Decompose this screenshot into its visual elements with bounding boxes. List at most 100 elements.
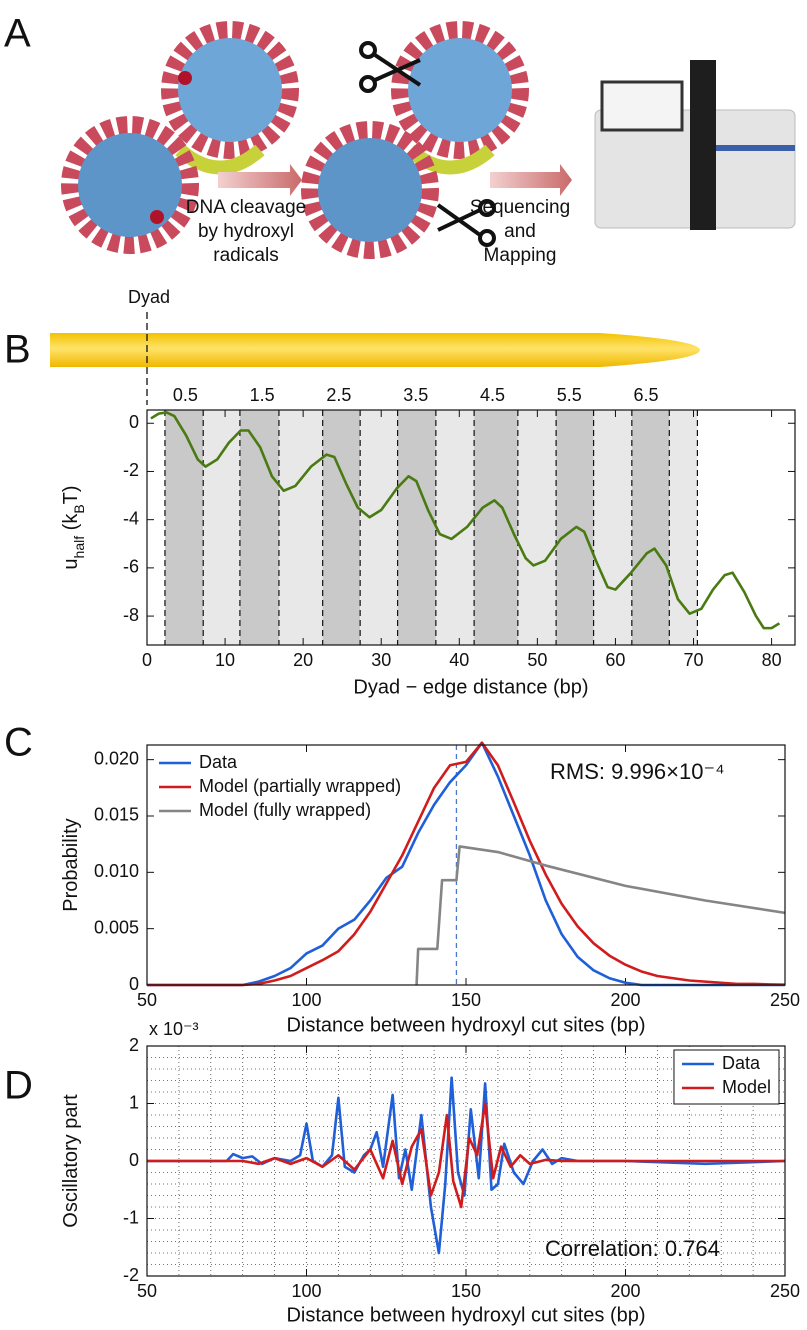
y-axis-label-part: Probability: [60, 818, 82, 911]
x-axis-label: Distance between hydroxyl cut sites (bp): [286, 1014, 645, 1036]
band: [360, 410, 398, 645]
series-line: [150, 411, 781, 630]
plot-frame: [146, 744, 786, 986]
x2-tick-label: 3.5: [403, 385, 428, 405]
legend-label: Data: [199, 752, 238, 772]
dna-wrap: [391, 21, 529, 159]
x2-tick-label: 6.5: [634, 385, 659, 405]
y-tick-label: 0.020: [94, 748, 139, 768]
band: [278, 410, 323, 645]
y-tick-label: 0.015: [94, 805, 139, 825]
y-tick-label: -1: [123, 1207, 139, 1227]
band: [669, 410, 698, 645]
series-line: [147, 1076, 786, 1255]
legend-label: Data: [722, 1053, 761, 1073]
x-tick-label: 0: [142, 650, 152, 670]
y-axis-label: uhalf (kBT): [60, 485, 86, 569]
histone: [178, 38, 282, 142]
x-tick-label: 10: [215, 650, 235, 670]
axis-multiplier: x 10⁻³: [149, 1019, 199, 1039]
legend: Data Model: [673, 1049, 780, 1105]
chart: B 0 10 20 30 40 50 60 70 80 -8 -6 -4 -2 0 0.5 1.5 2.5 3.5 4…: [4, 287, 796, 698]
x-tick-label: 20: [293, 650, 313, 670]
legend-box: [673, 1049, 780, 1105]
histone: [408, 38, 512, 142]
panel-label: D: [4, 1064, 33, 1108]
caption: Sequencing: [470, 197, 570, 218]
x-tick-label: 150: [451, 1281, 481, 1301]
cleavage-site: [178, 71, 192, 85]
x2-tick-label: 1.5: [250, 385, 275, 405]
y-axis-label-part: B: [71, 504, 87, 513]
x-tick-label: 50: [137, 990, 157, 1010]
y-tick-label: -6: [123, 557, 139, 577]
x-tick-label: 100: [291, 1281, 321, 1301]
x-tick-label: 250: [770, 990, 800, 1010]
x-tick-label: 150: [451, 990, 481, 1010]
arrow: [490, 164, 572, 196]
y-tick-label: 0: [129, 974, 139, 994]
plot-area: [147, 745, 785, 985]
band: [322, 410, 361, 645]
chart: D 50 100 150 200 250 -2 -1 0 1 2 Data Model Correlati…: [4, 1019, 800, 1327]
x2-tick-label: 5.5: [557, 385, 582, 405]
series-line: [147, 1102, 785, 1209]
panel-label: A: [4, 12, 31, 56]
x-tick-label: 250: [770, 1281, 800, 1301]
x-tick-label: 80: [762, 650, 782, 670]
x-tick-label: 70: [683, 650, 703, 670]
band: [517, 410, 557, 645]
band: [203, 410, 240, 645]
x-tick-label: 60: [605, 650, 625, 670]
histone: [318, 138, 422, 242]
sequencer-screen: [600, 80, 684, 132]
illustration: A: [4, 12, 796, 266]
x-tick-label: 40: [449, 650, 469, 670]
band: [435, 410, 475, 645]
plot-frame: [146, 409, 796, 646]
caption: DNA cleavage: [186, 197, 306, 218]
annotation: Correlation: 0.764: [545, 1236, 720, 1261]
histone: [78, 133, 182, 237]
dna-wrap: [161, 21, 299, 159]
x-tick-label: 50: [527, 650, 547, 670]
dna-wrap: [301, 121, 439, 259]
caption: and: [504, 221, 536, 242]
dyad-label: Dyad: [128, 287, 170, 307]
y-tick-label: 1: [129, 1092, 139, 1112]
series-line: [147, 741, 786, 987]
y-tick-label: -2: [123, 460, 139, 480]
x2-tick-label: 0.5: [173, 385, 198, 405]
panel-label: C: [4, 721, 33, 765]
x-tick-label: 100: [291, 990, 321, 1010]
y-tick-label: 0: [129, 1150, 139, 1170]
caption: by hydroxyl: [198, 221, 294, 242]
sequencer-tower: [690, 60, 716, 230]
dna-wrap: [61, 116, 199, 254]
band: [593, 410, 632, 645]
arrow: [218, 164, 302, 196]
y-tick-label: 0.010: [94, 861, 139, 881]
series-line: [415, 845, 786, 986]
legend: Data Model (partially wrapped) Model (full…: [159, 752, 401, 820]
x2-tick-label: 2.5: [326, 385, 351, 405]
y-tick-label: -2: [123, 1265, 139, 1285]
y-tick-label: -4: [123, 508, 139, 528]
legend-label: Model (fully wrapped): [199, 800, 371, 820]
y-axis-label-part: half: [71, 536, 87, 559]
band: [397, 410, 436, 645]
legend-label: Model: [722, 1077, 771, 1097]
x-tick-label: 50: [137, 1281, 157, 1301]
nucleosomes-right: [301, 21, 529, 259]
y-axis-label-part: u: [60, 558, 82, 569]
sequencer-light: [716, 145, 795, 151]
x-axis-label: Dyad − edge distance (bp): [353, 676, 588, 698]
series-line: [147, 741, 785, 987]
y-axis-label-part: (k: [60, 513, 82, 536]
y-tick-label: 0.005: [94, 917, 139, 937]
plot-frame: [146, 1045, 786, 1277]
cleavage-site: [150, 210, 164, 224]
x-axis-label: Distance between hydroxyl cut sites (bp): [286, 1304, 645, 1326]
y-tick-label: -8: [123, 605, 139, 625]
